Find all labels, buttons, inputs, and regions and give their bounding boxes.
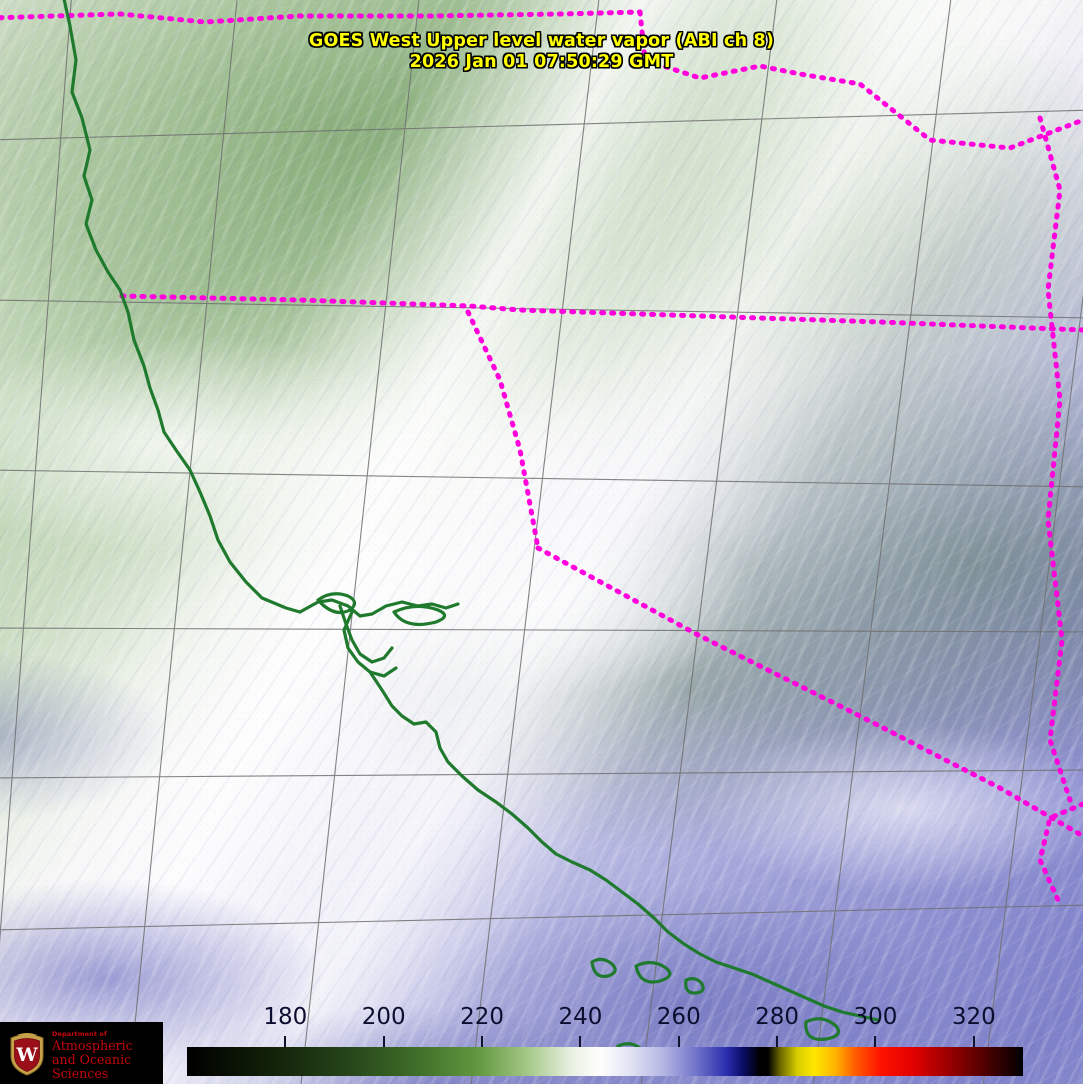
logo-line-oceanic: and Oceanic Sciences bbox=[52, 1052, 132, 1081]
colorbar-tick-mark bbox=[972, 1036, 975, 1047]
uw-crest-icon: W bbox=[10, 1033, 44, 1076]
colorbar-gradient bbox=[187, 1047, 1023, 1076]
colorbar-tick-label: 280 bbox=[755, 1004, 800, 1030]
colorbar: 180 200 220 240 260 280 300 320 bbox=[0, 1000, 1083, 1084]
colorbar-tick-mark bbox=[382, 1036, 385, 1047]
colorbar-tick-mark bbox=[284, 1036, 287, 1047]
colorbar-tick-label: 200 bbox=[361, 1004, 406, 1030]
colorbar-tick-mark bbox=[874, 1036, 877, 1047]
logo-line-atmospheric: Atmospheric bbox=[52, 1038, 133, 1053]
colorbar-tick-mark bbox=[481, 1036, 484, 1047]
colorbar-tick-label: 180 bbox=[263, 1004, 308, 1030]
colorbar-tick-mark bbox=[677, 1036, 680, 1047]
colorbar-tick-label: 240 bbox=[558, 1004, 603, 1030]
colorbar-tick-mark bbox=[776, 1036, 779, 1047]
colorbar-tick-mark bbox=[579, 1036, 582, 1047]
political-borders bbox=[0, 9, 1083, 903]
colorbar-tick-label: 300 bbox=[853, 1004, 898, 1030]
logo-line-department: Department of bbox=[52, 1030, 107, 1038]
uw-aos-logo: W Department of Atmospheric and Oceanic … bbox=[0, 1022, 163, 1084]
colorbar-tick-labels: 180 200 220 240 260 280 300 320 bbox=[0, 1000, 1083, 1047]
logo-text-block: Department of Atmospheric and Oceanic Sc… bbox=[52, 1030, 162, 1081]
colorbar-tick-label: 220 bbox=[460, 1004, 504, 1030]
svg-text:W: W bbox=[15, 1044, 38, 1066]
colorbar-tick-label: 260 bbox=[656, 1004, 701, 1030]
colorbar-tick-label: 320 bbox=[951, 1004, 996, 1030]
